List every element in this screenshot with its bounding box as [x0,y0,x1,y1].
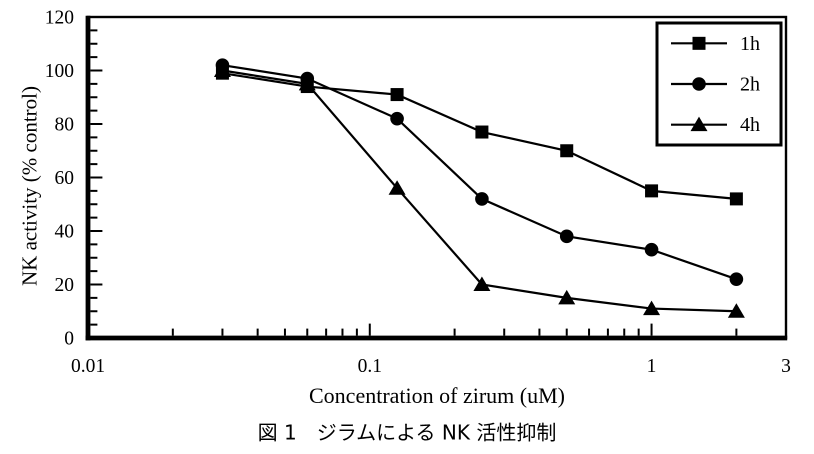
marker-triangle [727,303,745,318]
legend-label-2h: 2h [740,74,760,96]
legend-label-4h: 4h [740,114,760,136]
marker-circle [692,77,706,91]
y-tick-label: 20 [55,275,75,296]
marker-triangle [558,289,576,305]
y-tick-label: 40 [55,222,75,243]
y-tick-label: 60 [55,168,75,189]
x-axis-title: Concentration of zirum (uM) [309,383,565,408]
marker-circle [729,272,744,286]
y-axis-title: NK activity (% control) [17,85,42,287]
x-tick-label: 0.1 [358,356,382,377]
y-tick-label: 120 [45,8,74,29]
marker-circle [475,192,489,206]
marker-square [729,192,743,206]
marker-square [692,36,706,50]
legend-label-1h: 1h [740,33,760,55]
figure-caption: 図 1 ジラムによる NK 活性抑制 [257,420,557,445]
marker-square [300,80,314,94]
marker-square [215,66,229,80]
marker-square [390,88,404,102]
marker-circle [644,242,659,257]
marker-square [475,125,489,139]
y-tick-label: 80 [55,115,75,136]
x-tick-label: 3 [781,356,791,377]
marker-square [645,184,659,198]
y-tick-label: 0 [64,329,74,350]
marker-triangle [473,276,491,291]
x-tick-label: 1 [647,356,657,377]
marker-circle [390,111,404,126]
marker-square [560,144,574,158]
marker-circle [559,229,574,244]
marker-triangle [643,300,661,316]
x-tick-label: 0.01 [71,356,105,377]
y-tick-label: 100 [45,61,74,82]
marker-triangle [690,116,708,132]
marker-triangle [388,180,406,195]
